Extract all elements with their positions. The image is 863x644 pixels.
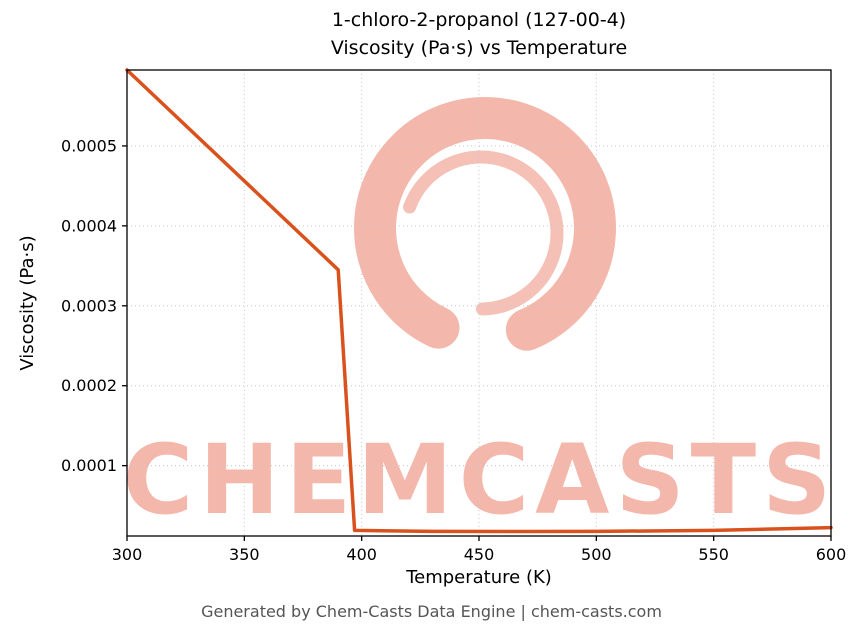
x-axis-label: Temperature (K) — [406, 567, 552, 588]
viscosity-line-series — [125, 68, 833, 534]
x-tick-label: 350 — [229, 545, 260, 564]
watermark-ring-icon — [354, 97, 616, 359]
x-tick-label: 600 — [816, 545, 847, 564]
y-axis-label: Viscosity (Pa·s) — [17, 235, 38, 371]
chart-title-line2: Viscosity (Pa·s) vs Temperature — [330, 37, 628, 59]
chart-title: 1-chloro-2-propanol (127-00-4) Viscosity… — [127, 6, 831, 62]
y-tick-label: 0.0001 — [61, 456, 117, 475]
axis-ticks-and-labels: 300 350 400 450 500 550 600 0.0001 0.0002 0.0003 0… — [61, 136, 846, 564]
x-tick-label: 500 — [581, 545, 612, 564]
y-tick-label: 0.0004 — [61, 216, 117, 235]
footer-attribution: Generated by Chem-Casts Data Engine | ch… — [201, 602, 662, 621]
watermark-text: CHEMCASTS — [123, 424, 837, 536]
viscosity-line — [125, 68, 833, 534]
x-tick-label: 400 — [346, 545, 377, 564]
watermark-group: CHEMCASTS — [123, 97, 837, 536]
x-tick-label: 300 — [112, 545, 143, 564]
watermark-ring-inner-icon — [398, 150, 564, 316]
y-tick-label: 0.0002 — [61, 376, 117, 395]
x-tick-label: 550 — [698, 545, 729, 564]
y-tick-label: 0.0003 — [61, 296, 117, 315]
y-tick-label: 0.0005 — [61, 136, 117, 155]
chart-title-line1: 1-chloro-2-propanol (127-00-4) — [331, 9, 627, 31]
x-tick-label: 450 — [464, 545, 495, 564]
